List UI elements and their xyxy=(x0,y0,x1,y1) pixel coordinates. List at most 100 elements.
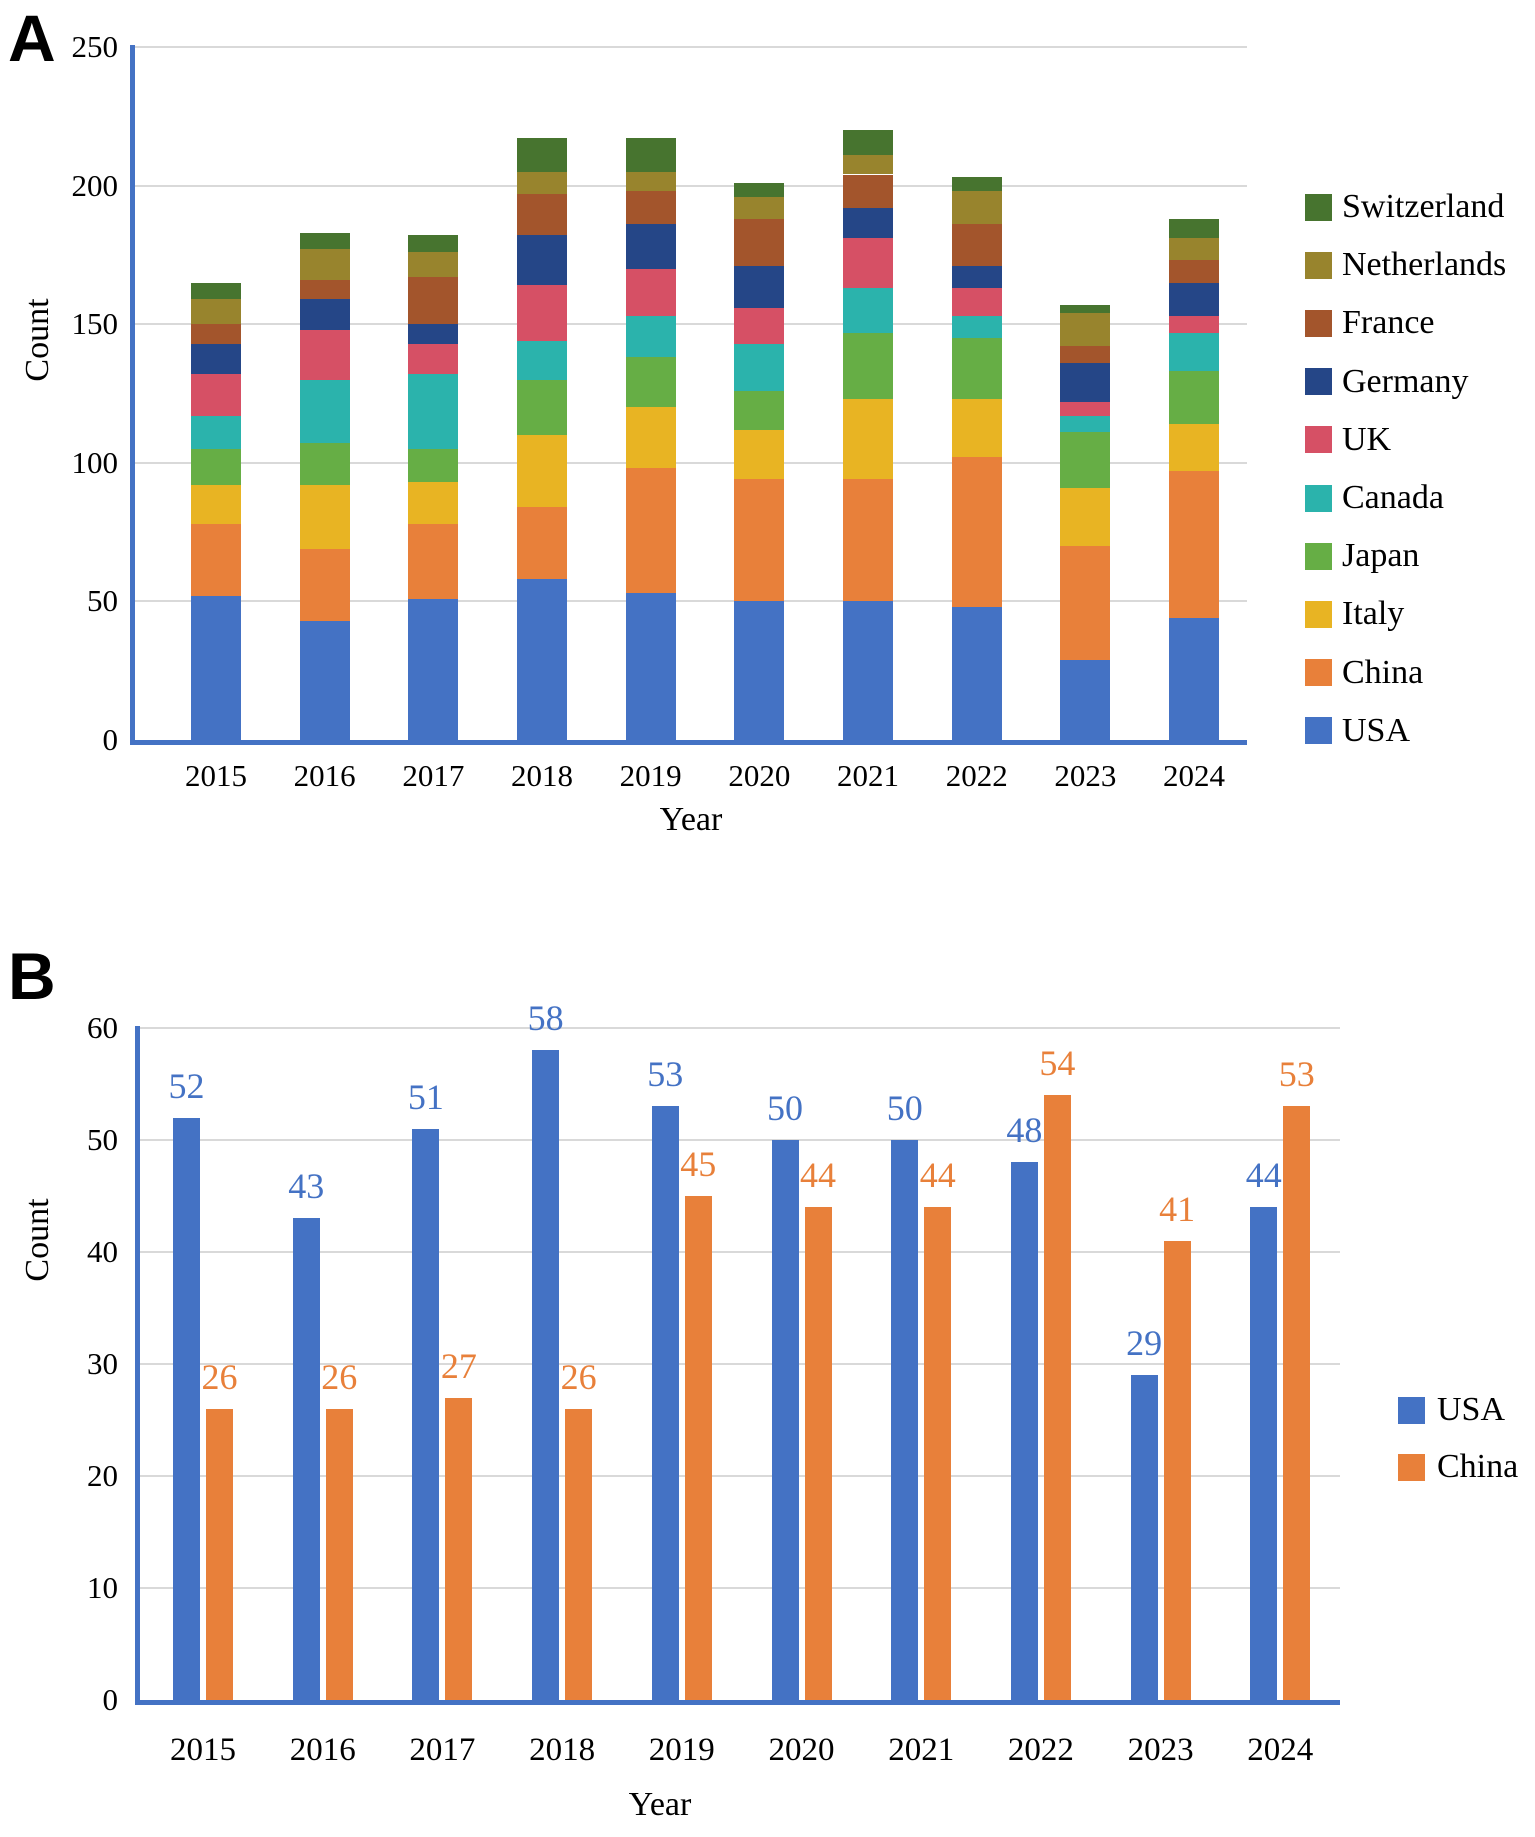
legend-swatch-Germany xyxy=(1305,368,1332,396)
x-axis-tick-label: 2016 xyxy=(289,1732,356,1768)
bar-USA xyxy=(412,1128,440,1700)
legend-swatch-USA xyxy=(1398,1396,1425,1424)
bar-segment-Switzerland xyxy=(1060,304,1111,314)
y-axis-tick-label: 150 xyxy=(71,306,119,342)
legend-label-USA: USA xyxy=(1437,1391,1506,1428)
bar-segment-UK xyxy=(1169,315,1220,333)
bar-segment-UK xyxy=(191,374,241,416)
y-axis-tick-label: 60 xyxy=(87,1010,118,1045)
bar-USA xyxy=(1130,1375,1158,1700)
bar-value-label-China: 27 xyxy=(440,1345,477,1386)
bar-segment-Italy xyxy=(951,399,1002,458)
bar-value-label-China: 45 xyxy=(680,1144,717,1184)
bar-value-label-China: 26 xyxy=(201,1356,238,1397)
legend-label-China: China xyxy=(1437,1448,1519,1485)
bar-segment-Japan xyxy=(734,390,785,430)
bar-segment-Switzerland xyxy=(408,235,459,253)
legend-swatch-Canada xyxy=(1305,484,1332,512)
bar-segment-USA xyxy=(1169,618,1220,740)
bar-USA xyxy=(651,1106,679,1700)
bar-segment-Netherlands xyxy=(1060,313,1111,347)
gridline xyxy=(140,1363,1340,1365)
bar-segment-Canada xyxy=(517,340,567,380)
bar-segment-Switzerland xyxy=(1169,218,1220,239)
panel-b-x-axis-title: Year xyxy=(628,1786,692,1823)
bar-segment-Germany xyxy=(625,224,676,269)
bar-segment-UK xyxy=(625,268,676,316)
bar-segment-Switzerland xyxy=(734,182,785,197)
y-axis-tick-label: 200 xyxy=(71,167,119,203)
bar-segment-Canada xyxy=(1060,415,1111,433)
bar-segment-Japan xyxy=(1060,432,1111,488)
bar-segment-Germany xyxy=(408,324,459,344)
legend-swatch-Switzerland xyxy=(1305,193,1332,221)
legend-label-UK: UK xyxy=(1342,420,1392,458)
gridline xyxy=(135,600,1247,603)
bar-segment-UK xyxy=(734,307,785,344)
bar-value-label-China: 53 xyxy=(1278,1054,1315,1095)
bar-USA xyxy=(173,1117,200,1700)
y-axis-tick-label: 50 xyxy=(87,583,118,619)
bar-segment-Japan xyxy=(843,332,894,400)
bar-segment-Canada xyxy=(408,374,459,449)
bar-segment-Japan xyxy=(517,379,567,436)
legend-swatch-China xyxy=(1398,1453,1425,1481)
x-axis-tick-label: 2015 xyxy=(170,1732,236,1768)
legend-label-France: France xyxy=(1342,304,1435,342)
x-axis-tick-label: 2020 xyxy=(728,758,791,793)
x-axis-tick-label: 2023 xyxy=(1054,758,1117,793)
x-axis-tick-label: 2017 xyxy=(409,1732,476,1768)
bar-segment-Switzerland xyxy=(625,138,676,172)
bar-segment-France xyxy=(734,218,785,266)
bar-USA xyxy=(532,1050,560,1700)
bar-China xyxy=(445,1397,473,1700)
bar-China xyxy=(684,1196,712,1700)
legend-label-Italy: Italy xyxy=(1342,595,1405,633)
bar-segment-Japan xyxy=(951,338,1002,400)
legend-label-Germany: Germany xyxy=(1342,362,1469,400)
bar-USA xyxy=(292,1218,320,1700)
bar-segment-Netherlands xyxy=(191,299,241,325)
bar-segment-Canada xyxy=(1169,332,1220,372)
x-axis-line xyxy=(130,740,1247,745)
bar-China xyxy=(565,1408,593,1700)
bar-segment-UK xyxy=(408,343,459,375)
legend-label-USA: USA xyxy=(1342,711,1411,749)
bar-USA xyxy=(771,1140,799,1700)
bar-segment-Italy xyxy=(408,482,459,524)
bar-value-label-USA: 48 xyxy=(1006,1110,1043,1151)
bar-segment-France xyxy=(517,193,567,236)
x-axis-line xyxy=(135,1700,1340,1705)
panel-a-letter: A xyxy=(8,1,56,75)
bar-segment-Switzerland xyxy=(843,130,894,156)
x-axis-tick-label: 2024 xyxy=(1163,758,1226,793)
bar-segment-Switzerland xyxy=(191,282,241,300)
y-axis-tick-label: 40 xyxy=(87,1234,118,1269)
bar-segment-Italy xyxy=(843,399,894,480)
x-axis-tick-label: 2015 xyxy=(185,758,247,793)
bar-segment-USA xyxy=(299,620,350,740)
bar-segment-Switzerland xyxy=(299,232,350,250)
bar-segment-Germany xyxy=(951,265,1002,289)
x-axis-tick-label: 2020 xyxy=(768,1732,835,1768)
bar-segment-Italy xyxy=(1169,423,1220,472)
bar-segment-USA xyxy=(625,593,676,740)
bar-segment-Italy xyxy=(191,484,241,524)
x-axis-tick-label: 2024 xyxy=(1247,1732,1314,1768)
x-axis-tick-label: 2019 xyxy=(619,758,682,793)
bar-segment-UK xyxy=(843,238,894,289)
bar-segment-China xyxy=(734,479,785,602)
bar-segment-Canada xyxy=(299,379,350,444)
bar-value-label-China: 26 xyxy=(560,1356,597,1397)
bar-segment-Japan xyxy=(1169,371,1220,424)
bar-USA xyxy=(1010,1162,1038,1700)
bar-China xyxy=(924,1207,952,1700)
bar-segment-Germany xyxy=(517,235,567,286)
bar-segment-China xyxy=(517,507,567,580)
bar-China xyxy=(804,1207,832,1700)
bar-segment-China xyxy=(191,523,241,596)
bar-segment-UK xyxy=(951,288,1002,316)
bar-segment-Germany xyxy=(299,299,350,330)
x-axis-tick-label: 2022 xyxy=(1007,1732,1074,1768)
bar-value-label-USA: 58 xyxy=(527,998,564,1039)
